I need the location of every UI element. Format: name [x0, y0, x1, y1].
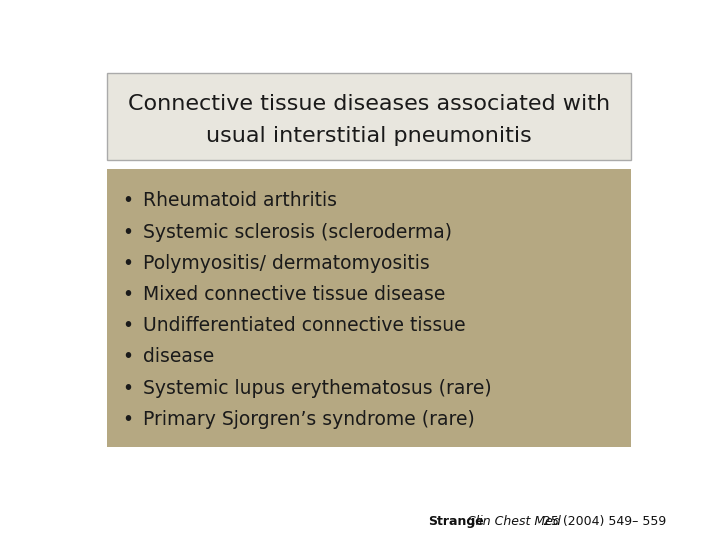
- Text: •: •: [122, 192, 133, 211]
- Text: Undifferentiated connective tissue: Undifferentiated connective tissue: [143, 316, 466, 335]
- Text: usual interstitial pneumonitis: usual interstitial pneumonitis: [206, 126, 532, 146]
- Text: Strange: Strange: [428, 515, 484, 528]
- Text: •: •: [122, 222, 133, 242]
- Text: Rheumatoid arthritis: Rheumatoid arthritis: [143, 192, 337, 211]
- Text: •: •: [122, 254, 133, 273]
- Text: •: •: [122, 347, 133, 367]
- Text: •: •: [122, 410, 133, 429]
- Text: Clin Chest Med: Clin Chest Med: [467, 515, 560, 528]
- Text: •: •: [122, 316, 133, 335]
- Text: disease: disease: [143, 347, 215, 367]
- Text: Polymyositis/ dermatomyositis: Polymyositis/ dermatomyositis: [143, 254, 430, 273]
- Text: Systemic lupus erythematosus (rare): Systemic lupus erythematosus (rare): [143, 379, 492, 397]
- Text: Systemic sclerosis (scleroderma): Systemic sclerosis (scleroderma): [143, 222, 452, 242]
- FancyBboxPatch shape: [107, 168, 631, 447]
- Text: •: •: [122, 285, 133, 304]
- Text: Connective tissue diseases associated with: Connective tissue diseases associated wi…: [128, 93, 610, 114]
- Text: Mixed connective tissue disease: Mixed connective tissue disease: [143, 285, 446, 304]
- Text: 25 (2004) 549– 559: 25 (2004) 549– 559: [539, 515, 666, 528]
- Text: •: •: [122, 379, 133, 397]
- FancyBboxPatch shape: [107, 73, 631, 160]
- Text: Primary Sjorgren’s syndrome (rare): Primary Sjorgren’s syndrome (rare): [143, 410, 474, 429]
